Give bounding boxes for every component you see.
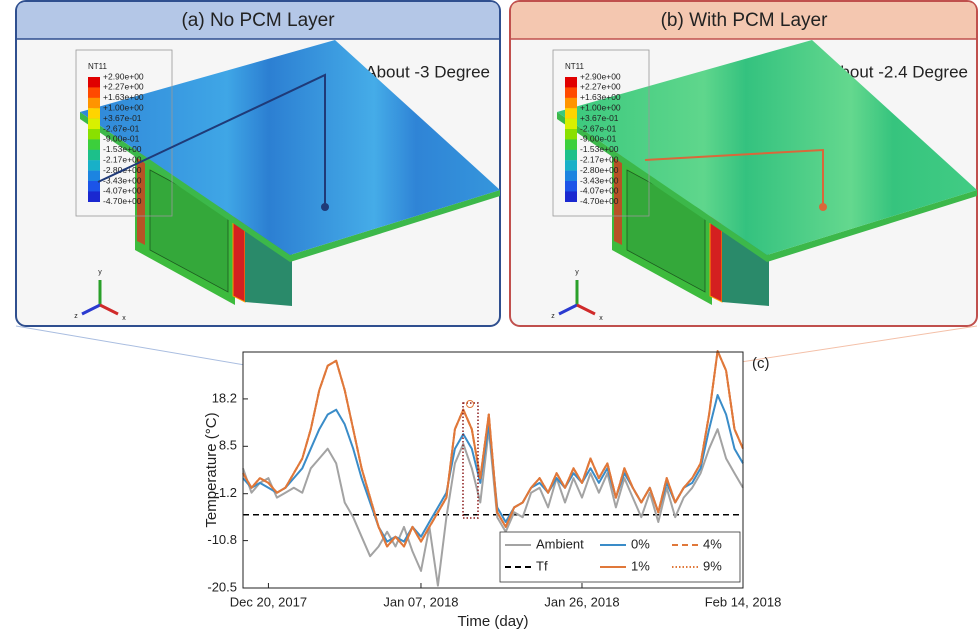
colorbar-label: -4.07e+00 — [103, 186, 142, 196]
colorbar-band — [88, 77, 100, 88]
colorbar-band — [565, 181, 577, 192]
colorbar-label: -2.80e+00 — [580, 165, 619, 175]
legend-label: 9% — [703, 558, 722, 573]
y-tick-label: 18.2 — [212, 390, 237, 405]
colorbar-band — [88, 108, 100, 119]
colorbar-band — [88, 98, 100, 109]
colorbar-band — [565, 171, 577, 182]
colorbar-band — [88, 160, 100, 171]
colorbar-band — [565, 129, 577, 140]
triad-label: x — [122, 315, 126, 322]
colorbar-band — [565, 77, 577, 88]
legend-label: 4% — [703, 536, 722, 551]
colorbar-label: -2.17e+00 — [103, 154, 142, 164]
colorbar-label: +3.67e-01 — [103, 113, 142, 123]
colorbar-label: +2.27e+00 — [580, 82, 621, 92]
colorbar-band — [88, 139, 100, 150]
colorbar-band — [565, 139, 577, 150]
y-axis-label: Temperature (°C) — [203, 412, 220, 527]
colorbar-band — [565, 150, 577, 161]
legend-label: Ambient — [536, 536, 584, 551]
colorbar-band — [565, 119, 577, 130]
figure: (a) No PCM Layer (b) With PCM Layer Abou… — [0, 0, 979, 635]
panel-label: (c) — [752, 355, 770, 372]
colorbar-band — [88, 87, 100, 98]
y-tick-label: -1.2 — [215, 485, 237, 500]
colorbar-label: -1.53e+00 — [103, 144, 142, 154]
x-tick-label: Feb 14, 2018 — [705, 594, 782, 609]
triad-label: y — [98, 269, 102, 276]
colorbar-label: -4.07e+00 — [580, 186, 619, 196]
colorbar-label: -9.00e-01 — [103, 134, 140, 144]
colorbar-band — [88, 119, 100, 130]
colorbar-label: -2.67e-01 — [580, 123, 617, 133]
colorbar-label: -4.70e+00 — [580, 196, 619, 206]
colorbar-label: +1.63e+00 — [580, 92, 621, 102]
colorbar-label: -1.53e+00 — [580, 144, 619, 154]
colorbar-label: +1.00e+00 — [580, 102, 621, 112]
page: (a) No PCM Layer (b) With PCM Layer Abou… — [0, 0, 979, 635]
y-tick-label: 8.5 — [219, 438, 237, 453]
colorbar-band — [88, 191, 100, 202]
panel-header: (a) No PCM Layer — [181, 10, 335, 31]
panel-header: (b) With PCM Layer — [661, 10, 828, 31]
colorbar-title: NT11 — [88, 62, 108, 71]
triad-label: z — [551, 313, 555, 320]
colorbar-label: -4.70e+00 — [103, 196, 142, 206]
x-tick-label: Jan 07, 2018 — [383, 594, 458, 609]
legend-label: 0% — [631, 536, 650, 551]
colorbar-label: +2.90e+00 — [103, 71, 144, 81]
colorbar-band — [565, 108, 577, 119]
triad-label: y — [575, 269, 579, 276]
colorbar-label: +2.27e+00 — [103, 82, 144, 92]
triad-label: x — [599, 315, 603, 322]
probe-dot — [321, 203, 329, 211]
colorbar-label: +3.67e-01 — [580, 113, 619, 123]
colorbar-label: -2.67e-01 — [103, 123, 140, 133]
colorbar-band — [565, 160, 577, 171]
triad-label: z — [74, 313, 78, 320]
colorbar-band — [565, 191, 577, 202]
colorbar-label: -3.43e+00 — [580, 175, 619, 185]
colorbar-label: +1.63e+00 — [103, 92, 144, 102]
probe-dot — [819, 203, 827, 211]
colorbar-band — [88, 181, 100, 192]
legend-label: 1% — [631, 558, 650, 573]
legend-label: Tf — [536, 558, 548, 573]
colorbar-band — [565, 87, 577, 98]
colorbar-band — [565, 98, 577, 109]
colorbar-label: -2.17e+00 — [580, 154, 619, 164]
x-axis-label: Time (day) — [457, 613, 528, 630]
colorbar-band — [88, 150, 100, 161]
panel-annotation: About -3 Degree — [365, 62, 490, 81]
colorbar-label: +1.00e+00 — [103, 102, 144, 112]
colorbar-title: NT11 — [565, 62, 585, 71]
y-tick-label: -20.5 — [207, 579, 237, 594]
colorbar-label: -9.00e-01 — [580, 134, 617, 144]
colorbar-band — [88, 129, 100, 140]
colorbar-band — [88, 171, 100, 182]
colorbar-label: +2.90e+00 — [580, 71, 621, 81]
x-tick-label: Jan 26, 2018 — [544, 594, 619, 609]
x-tick-label: Dec 20, 2017 — [230, 594, 307, 609]
y-tick-label: -10.8 — [207, 532, 237, 547]
